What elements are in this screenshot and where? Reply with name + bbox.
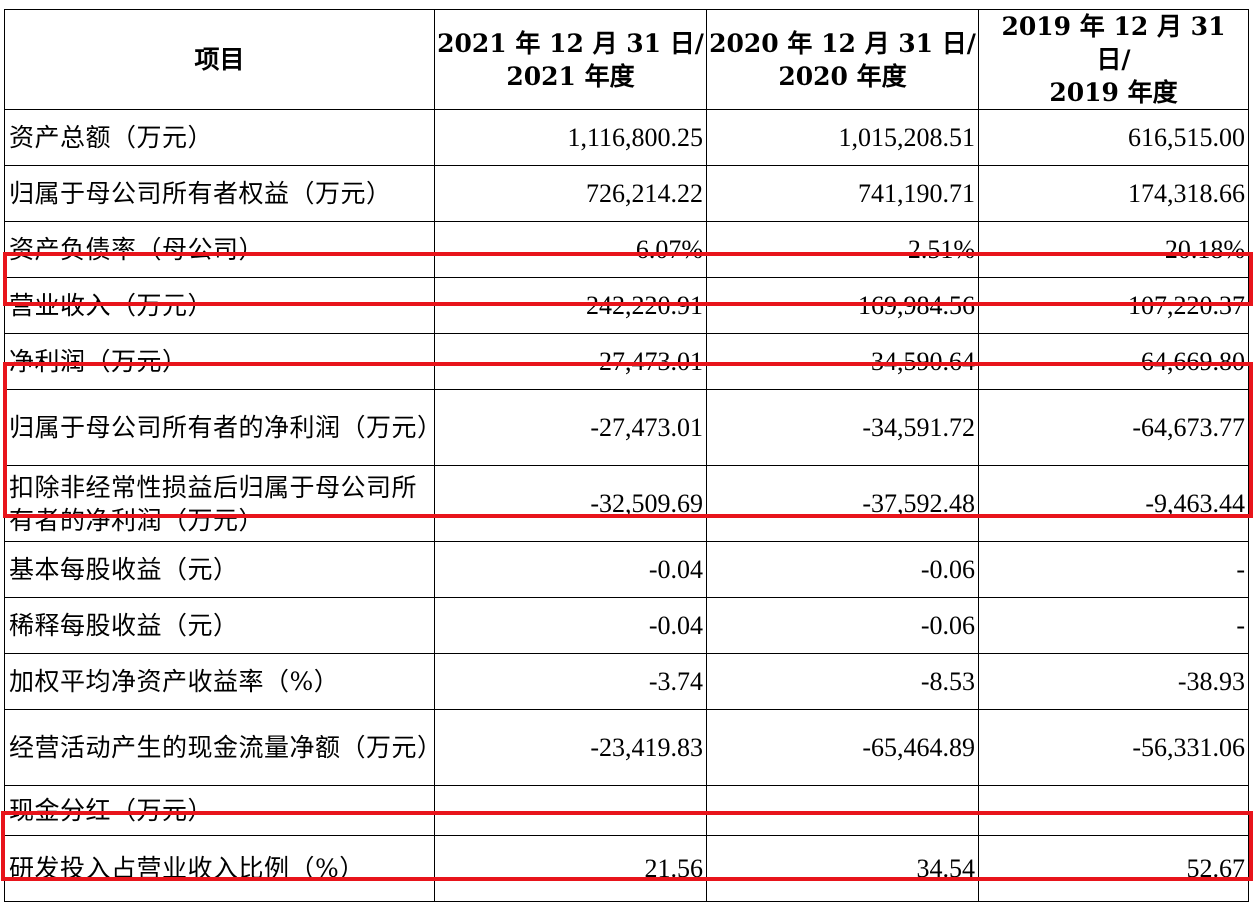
value-2019: -64,669.80 [978, 333, 1249, 390]
header-item: 项目 [4, 9, 435, 110]
value-2021: -0.04 [434, 597, 707, 654]
row-label: 归属于母公司所有者权益（万元） [4, 165, 435, 222]
row-label: 扣除非经常性损益后归属于母公司所有者的净利润（万元） [4, 465, 435, 542]
table-row-cash-dividend: 现金分红（万元） - - - [4, 785, 1249, 836]
value-2020: -8.53 [706, 653, 979, 710]
row-label: 净利润（万元） [4, 333, 435, 390]
value-2020: -0.06 [706, 541, 979, 598]
value-2020: 2.51% [706, 221, 979, 278]
value-2021: 726,214.22 [434, 165, 707, 222]
row-label: 经营活动产生的现金流量净额（万元） [4, 709, 435, 786]
value-2019: -9,463.44 [978, 465, 1249, 542]
value-2019: 107,220.37 [978, 277, 1249, 334]
value-2021: -23,419.83 [434, 709, 707, 786]
table-row-adjusted-net-profit: 扣除非经常性损益后归属于母公司所有者的净利润（万元） -32,509.69 -3… [4, 465, 1249, 542]
value-2021: - [434, 785, 707, 836]
value-2021: 21.56 [434, 835, 707, 902]
value-2019: - [978, 597, 1249, 654]
value-2020: 34.54 [706, 835, 979, 902]
value-2021: -27,473.01 [434, 389, 707, 466]
table-row-basic-eps: 基本每股收益（元） -0.04 -0.06 - [4, 541, 1249, 598]
row-label: 营业收入（万元） [4, 277, 435, 334]
table-row-rd-ratio: 研发投入占营业收入比例（%） 21.56 34.54 52.67 [4, 835, 1249, 902]
value-2019: 52.67 [978, 835, 1249, 902]
value-2019: 616,515.00 [978, 109, 1249, 166]
row-label: 归属于母公司所有者的净利润（万元） [4, 389, 435, 466]
row-label: 加权平均净资产收益率（%） [4, 653, 435, 710]
value-2021: -32,509.69 [434, 465, 707, 542]
header-2020: 2020 年 12 月 31 日/ 2020 年度 [706, 9, 979, 110]
value-2020: -34,590.64 [706, 333, 979, 390]
value-2021: -0.04 [434, 541, 707, 598]
row-label: 资产总额（万元） [4, 109, 435, 166]
value-2021: -3.74 [434, 653, 707, 710]
row-label: 稀释每股收益（元） [4, 597, 435, 654]
value-2020: - [706, 785, 979, 836]
table-row-total-assets: 资产总额（万元） 1,116,800.25 1,015,208.51 616,5… [4, 109, 1249, 166]
table-row-net-profit: 净利润（万元） -27,473.01 -34,590.64 -64,669.80 [4, 333, 1249, 390]
value-2020: 1,015,208.51 [706, 109, 979, 166]
row-label: 资产负债率（母公司） [4, 221, 435, 278]
table-row-revenue: 营业收入（万元） 242,220.91 169,984.56 107,220.3… [4, 277, 1249, 334]
value-2019: -64,673.77 [978, 389, 1249, 466]
value-2019: 20.18% [978, 221, 1249, 278]
value-2020: -34,591.72 [706, 389, 979, 466]
table-row-debt-ratio: 资产负债率（母公司） 6.07% 2.51% 20.18% [4, 221, 1249, 278]
value-2021: 6.07% [434, 221, 707, 278]
value-2019: 174,318.66 [978, 165, 1249, 222]
value-2019: -56,331.06 [978, 709, 1249, 786]
table-row-diluted-eps: 稀释每股收益（元） -0.04 -0.06 - [4, 597, 1249, 654]
financial-summary-table: 项目 2021 年 12 月 31 日/ 2021 年度 2020 年 12 月… [4, 9, 1249, 902]
row-label: 研发投入占营业收入比例（%） [4, 835, 435, 902]
table-header-row: 项目 2021 年 12 月 31 日/ 2021 年度 2020 年 12 月… [4, 9, 1249, 110]
table-row-parent-equity: 归属于母公司所有者权益（万元） 726,214.22 741,190.71 17… [4, 165, 1249, 222]
header-2019: 2019 年 12 月 31 日/ 2019 年度 [978, 9, 1249, 110]
value-2020: -37,592.48 [706, 465, 979, 542]
table-row-operating-cash-flow: 经营活动产生的现金流量净额（万元） -23,419.83 -65,464.89 … [4, 709, 1249, 786]
row-label: 基本每股收益（元） [4, 541, 435, 598]
value-2021: 1,116,800.25 [434, 109, 707, 166]
value-2020: 741,190.71 [706, 165, 979, 222]
row-label: 现金分红（万元） [4, 785, 435, 836]
header-2021: 2021 年 12 月 31 日/ 2021 年度 [434, 9, 707, 110]
value-2019: - [978, 541, 1249, 598]
value-2021: 242,220.91 [434, 277, 707, 334]
value-2020: -0.06 [706, 597, 979, 654]
value-2021: -27,473.01 [434, 333, 707, 390]
value-2019: -38.93 [978, 653, 1249, 710]
value-2020: 169,984.56 [706, 277, 979, 334]
value-2020: -65,464.89 [706, 709, 979, 786]
value-2019: - [978, 785, 1249, 836]
table-row-parent-net-profit: 归属于母公司所有者的净利润（万元） -27,473.01 -34,591.72 … [4, 389, 1249, 466]
table-row-roe: 加权平均净资产收益率（%） -3.74 -8.53 -38.93 [4, 653, 1249, 710]
